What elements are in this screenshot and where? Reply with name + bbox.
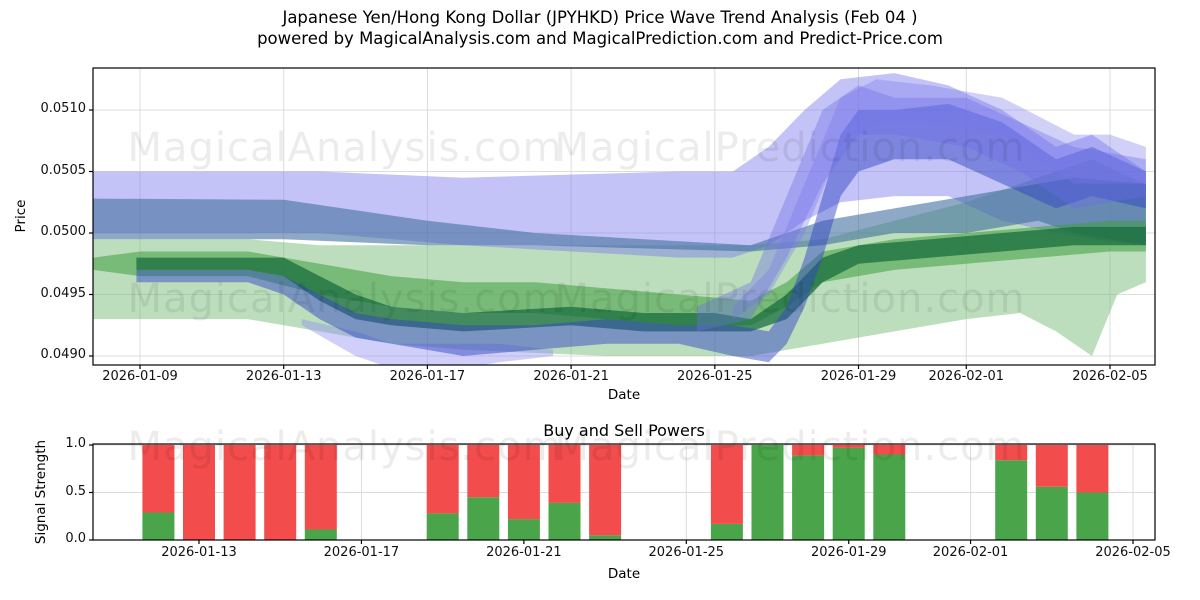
top-xtick-label: 2026-01-21 (533, 369, 609, 384)
watermark-prediction: MagicalPrediction.com (555, 424, 1026, 470)
bottom-ytick-label: 0.0 (65, 531, 86, 546)
top-ytick-label: 0.0500 (40, 224, 87, 239)
top-xtick-label: 2026-01-29 (820, 369, 897, 384)
buy-bar-segment (751, 445, 784, 540)
sell-bar-segment (264, 445, 297, 540)
buy-bar-segment (142, 512, 175, 540)
bottom-chart-title: Buy and Sell Powers (543, 421, 705, 440)
top-xtick-label: 2026-01-25 (677, 369, 753, 384)
bottom-xtick-label: 2026-01-29 (810, 545, 887, 560)
buy-bar-segment (710, 523, 743, 540)
band-steel-blue-band (93, 177, 1146, 252)
top-plot-frame (92, 67, 1156, 366)
top-xtick-label: 2026-01-13 (245, 369, 322, 384)
buy-bar-segment (507, 519, 540, 540)
sell-bar-segment (183, 445, 215, 540)
watermark-analysis: MagicalAnalysis.com (127, 125, 562, 171)
top-xtick-label: 2026-02-05 (1072, 369, 1148, 384)
sell-bar-segment (548, 445, 581, 503)
band-dark-green-core (136, 226, 1146, 332)
sell-bar-segment (710, 445, 743, 524)
bottom-xtick-label: 2026-02-05 (1095, 545, 1171, 560)
buy-bar-segment (995, 460, 1028, 540)
buy-bar-segment (589, 535, 622, 541)
top-xtick-label: 2026-01-17 (389, 369, 466, 384)
sell-bar-segment (142, 445, 175, 513)
buy-bar-segment (304, 529, 337, 540)
buy-bar-segment (832, 447, 865, 540)
buy-bar-segment (426, 513, 459, 540)
bottom-ytick-label: 1.0 (65, 436, 86, 451)
bottom-xtick-label: 2026-01-25 (648, 545, 725, 560)
sell-bar-segment (1076, 445, 1109, 493)
top-ytick-label: 0.0510 (40, 101, 87, 116)
top-xtick-label: 2026-02-01 (928, 369, 1005, 384)
buy-bar-segment (1035, 486, 1068, 540)
top-ytick-label: 0.0490 (40, 347, 87, 362)
buy-sell-bars (142, 445, 1109, 541)
bottom-xtick-label: 2026-01-21 (486, 545, 562, 560)
bottom-xtick-label: 2026-01-13 (161, 545, 237, 560)
bottom-date-axis-label: Date (607, 566, 641, 582)
top-ytick-label: 0.0505 (40, 162, 87, 178)
watermark-prediction: MagicalPrediction.com (555, 125, 1026, 171)
sell-bar-segment (223, 445, 256, 540)
watermark-analysis: MagicalAnalysis.com (127, 424, 562, 470)
figure-title-line1: Japanese Yen/Hong Kong Dollar (JPYHKD) P… (282, 8, 918, 27)
bottom-xtick-label: 2026-01-17 (323, 545, 400, 560)
top-xtick-label: 2026-01-09 (102, 369, 178, 384)
sell-bar-segment (1035, 445, 1068, 487)
top-date-axis-label: Date (607, 387, 641, 403)
sell-bar-segment (589, 445, 622, 536)
sell-bar-segment (467, 445, 500, 498)
band-violet-low-dip (301, 319, 554, 365)
buy-bar-segment (1076, 492, 1109, 540)
sell-bar-segment (426, 445, 459, 514)
buy-bar-segment (548, 502, 581, 540)
band-violet-rise-streak-1 (696, 85, 1146, 332)
sell-bar-segment (792, 445, 825, 456)
watermark-prediction: MagicalPrediction.com (555, 276, 1026, 322)
sell-bar-segment (832, 445, 865, 448)
sell-bar-segment (873, 445, 906, 455)
buy-bar-segment (873, 454, 906, 540)
sell-bar-segment (507, 445, 540, 520)
figure-title-line2: powered by MagicalAnalysis.com and Magic… (257, 29, 943, 48)
bottom-ytick-label: 0.5 (65, 483, 86, 499)
wave-bands (93, 73, 1146, 365)
buy-bar-segment (792, 455, 825, 540)
top-ytick-label: 0.0495 (40, 285, 87, 301)
bottom-xtick-label: 2026-02-01 (932, 545, 1009, 560)
band-violet-rise-streak-2 (732, 79, 1146, 320)
figure-title: Japanese Yen/Hong Kong Dollar (JPYHKD) P… (0, 7, 1200, 49)
buy-bar-segment (467, 497, 500, 541)
sell-bar-segment (995, 445, 1028, 461)
watermark-analysis: MagicalAnalysis.com (127, 276, 562, 322)
sell-bar-segment (304, 445, 337, 530)
